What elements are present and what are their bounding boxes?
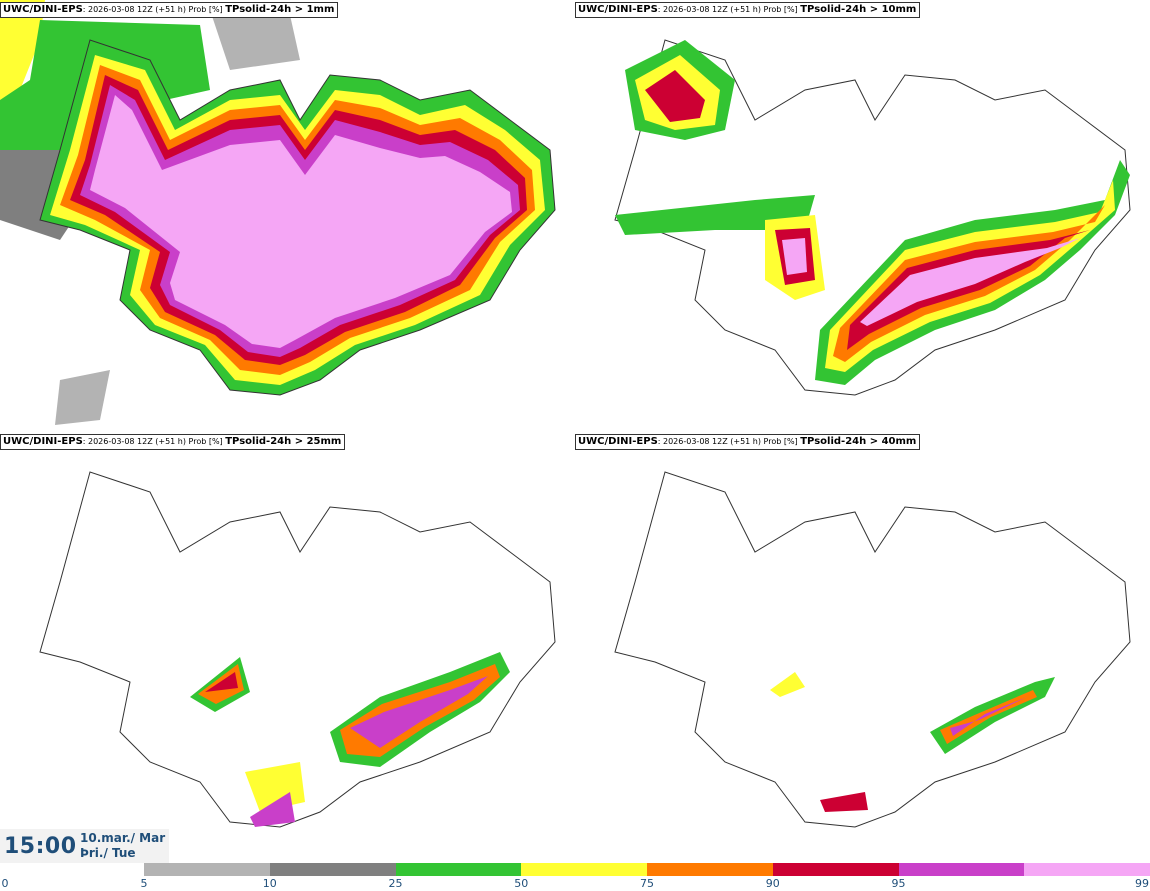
variable-label: TPsolid-24h > 10mm xyxy=(800,4,917,15)
colorbar-tick-label: 50 xyxy=(514,877,529,890)
probability-map xyxy=(39,471,556,828)
colorbar-segment xyxy=(144,863,270,876)
colorbar-tick-label: 10 xyxy=(262,877,277,890)
model-name: UWC/DINI-EPS xyxy=(3,436,83,447)
probability-map xyxy=(0,0,556,425)
colorbar-segment xyxy=(647,863,773,876)
colorbar-segment xyxy=(395,863,522,876)
valid-date: 10.mar./ Mar xyxy=(80,831,166,845)
variable-label: TPsolid-24h > 25mm xyxy=(225,436,342,447)
valid-time-box: 15:00 10.mar./ Mar Þri./ Tue xyxy=(0,829,169,863)
colorbar-tick-label: 99 xyxy=(1135,877,1149,890)
colorbar-tick-label: 25 xyxy=(388,877,403,890)
colorbar-segment xyxy=(521,863,647,876)
probability-map xyxy=(614,471,1131,828)
run-info: : 2026-03-08 12Z (+51 h) Prob [%] xyxy=(82,5,223,14)
variable-label: TPsolid-24h > 40mm xyxy=(800,436,917,447)
map-panel-25mm: UWC/DINI-EPS: 2026-03-08 12Z (+51 h) Pro… xyxy=(0,432,575,864)
valid-weekday: Þri./ Tue xyxy=(80,846,136,860)
valid-time: 15:00 xyxy=(4,834,77,859)
panel-title: UWC/DINI-EPS: 2026-03-08 12Z (+51 h) Pro… xyxy=(575,434,921,450)
map-panel-10mm: UWC/DINI-EPS: 2026-03-08 12Z (+51 h) Pro… xyxy=(575,0,1150,432)
panel-title: UWC/DINI-EPS: 2026-03-08 12Z (+51 h) Pro… xyxy=(575,2,921,18)
panel-title: UWC/DINI-EPS: 2026-03-08 12Z (+51 h) Pro… xyxy=(0,434,346,450)
colorbar-segment xyxy=(772,863,899,876)
panel-title: UWC/DINI-EPS: 2026-03-08 12Z (+51 h) Pro… xyxy=(0,2,339,18)
run-info: : 2026-03-08 12Z (+51 h) Prob [%] xyxy=(82,437,223,446)
map-panel-40mm: UWC/DINI-EPS: 2026-03-08 12Z (+51 h) Pro… xyxy=(575,432,1150,864)
probability-map xyxy=(614,39,1131,396)
colorbar-segment xyxy=(898,863,1025,876)
model-name: UWC/DINI-EPS xyxy=(578,436,658,447)
model-name: UWC/DINI-EPS xyxy=(3,4,83,15)
colorbar-tick-label: 0 xyxy=(1,877,9,890)
colorbar xyxy=(144,863,1150,876)
run-info: : 2026-03-08 12Z (+51 h) Prob [%] xyxy=(657,437,798,446)
run-info: : 2026-03-08 12Z (+51 h) Prob [%] xyxy=(657,5,798,14)
colorbar-tick-label: 95 xyxy=(891,877,906,890)
colorbar-segment xyxy=(1024,863,1150,876)
colorbar-tick-label: 5 xyxy=(140,877,148,890)
variable-label: TPsolid-24h > 1mm xyxy=(225,4,335,15)
colorbar-segment xyxy=(269,863,396,876)
colorbar-tick-label: 75 xyxy=(640,877,654,890)
model-name: UWC/DINI-EPS xyxy=(578,4,658,15)
colorbar-tick-label: 90 xyxy=(765,877,780,890)
map-panel-1mm: UWC/DINI-EPS: 2026-03-08 12Z (+51 h) Pro… xyxy=(0,0,575,432)
